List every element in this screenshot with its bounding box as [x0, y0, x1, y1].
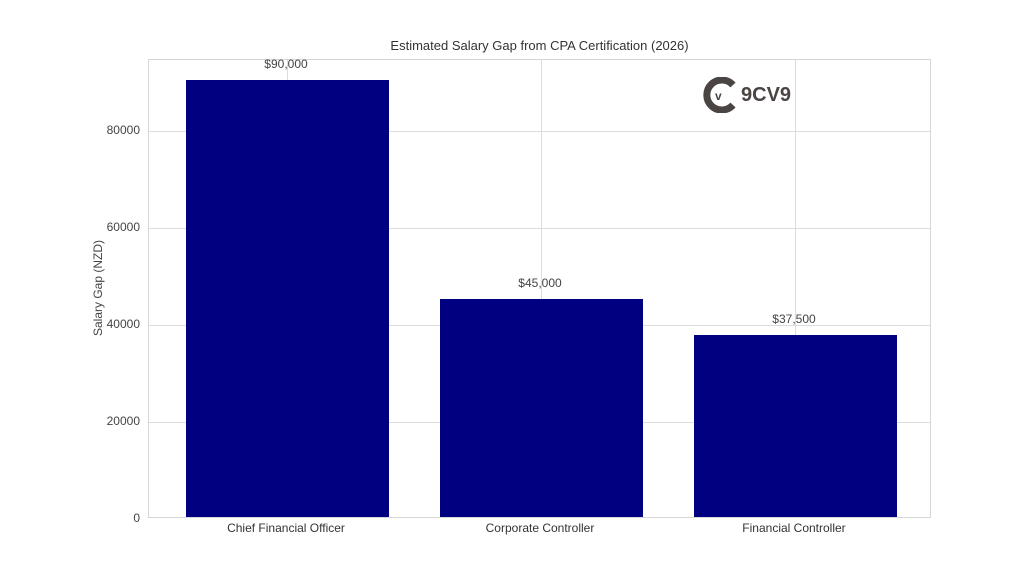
y-axis-label: Salary Gap (NZD)	[91, 239, 105, 337]
bar-value-label: $90,000	[264, 57, 308, 72]
y-tick-label: 40000	[106, 316, 140, 331]
y-tick-label: 80000	[106, 122, 140, 137]
9cv9-logo-icon: v	[703, 77, 736, 113]
y-tick-label: 20000	[106, 413, 140, 428]
bar-value-label: $37,500	[772, 312, 816, 327]
x-tick-label: Corporate Controller	[485, 521, 595, 535]
bar-value-label: $45,000	[518, 275, 562, 290]
bar-financial-controller	[693, 335, 897, 517]
svg-text:v: v	[715, 89, 722, 103]
watermark-text: 9CV9	[741, 83, 792, 106]
gridline-vertical	[541, 60, 542, 517]
bar-chief-financial-officer	[185, 80, 389, 517]
chart-title: Estimated Salary Gap from CPA Certificat…	[390, 38, 689, 53]
x-tick-label: Financial Controller	[742, 521, 846, 535]
gridline-horizontal	[149, 130, 930, 132]
y-tick-label: 60000	[106, 219, 140, 234]
gridline-vertical	[795, 60, 796, 517]
x-tick-label: Chief Financial Officer	[227, 521, 345, 535]
gridline-horizontal	[149, 227, 930, 229]
plot-area	[148, 59, 931, 518]
watermark-logo: v 9CV9	[703, 77, 791, 113]
bar-corporate-controller	[439, 298, 643, 517]
y-tick-label: 0	[133, 511, 140, 525]
